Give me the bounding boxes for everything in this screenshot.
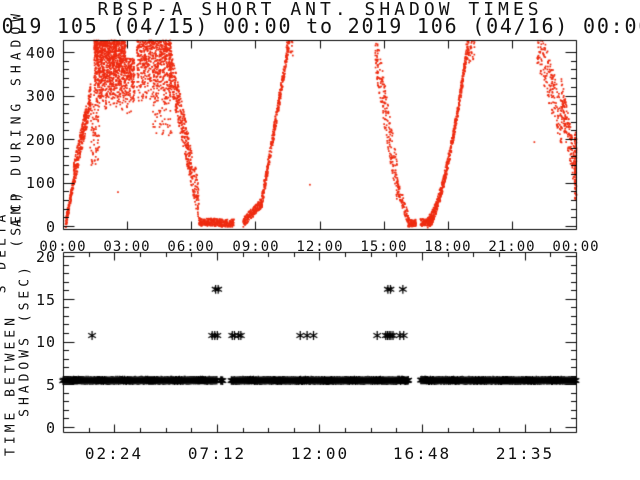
top-xtick-1200: 12:00 (296, 239, 344, 255)
top-xtick-0600: 06:00 (167, 239, 215, 255)
top-xtick-2100: 21:00 (488, 239, 536, 255)
top-xtick-0900: 09:00 (232, 239, 280, 255)
bottom-xtick-1200: 12:00 (290, 444, 350, 463)
bottom-xtick-1648: 16:48 (392, 444, 452, 463)
top-xtick-2400: 00:00 (552, 239, 600, 255)
top-xtick-1800: 18:00 (424, 239, 472, 255)
bottom-xtick-2135: 21:35 (495, 444, 555, 463)
bottom-ytick-10: 10 (35, 333, 56, 351)
top-ytick-200: 200 (25, 131, 56, 149)
top-xtick-1500: 15:00 (360, 239, 408, 255)
bottom-ytick-20: 20 (35, 248, 56, 266)
bottom-ytick-0: 0 (45, 419, 56, 437)
top-ytick-400: 400 (25, 44, 56, 62)
bottom-ytick-15: 15 (35, 291, 56, 309)
top-ytick-0: 0 (45, 218, 56, 236)
bottom-xtick-0712: 07:12 (187, 444, 247, 463)
bottom-ytick-5: 5 (45, 376, 56, 394)
bottom-xtick-0224: 02:24 (84, 444, 144, 463)
top-ytick-100: 100 (25, 174, 56, 192)
chart-subtitle: 2019 105 (04/15) 00:00 to 2019 106 (04/1… (0, 14, 640, 38)
top-ytick-300: 300 (25, 87, 56, 105)
top-xtick-0000: 00:00 (39, 239, 87, 255)
top-y-axis-label-clipped-fragment: S DELTA (0, 210, 10, 294)
top-xtick-0300: 03:00 (103, 239, 151, 255)
chart-title: RBSP-A SHORT ANT. SHADOW TIMES (97, 0, 543, 20)
